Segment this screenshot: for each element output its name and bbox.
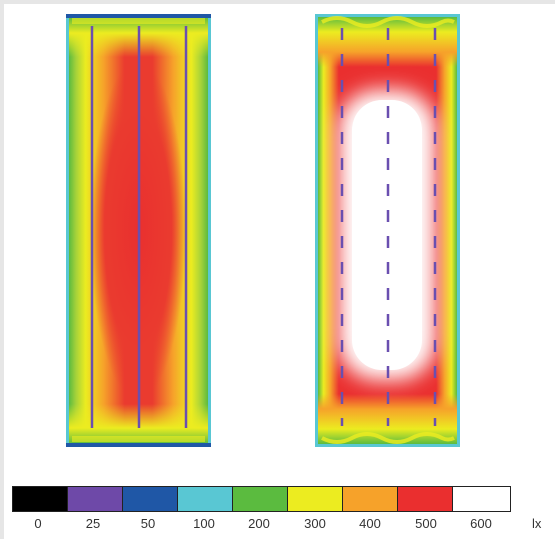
legend-swatch-3: [177, 486, 233, 512]
legend-swatch-1: [67, 486, 123, 512]
legend-label-6: 400: [359, 516, 381, 531]
legend-unit-label: lx: [532, 516, 542, 531]
top-border: [0, 0, 555, 4]
legend-label-2: 50: [140, 516, 156, 531]
legend-label-3: 100: [193, 516, 215, 531]
legend-swatch-8: [452, 486, 511, 512]
legend-swatch-7: [397, 486, 453, 512]
illuminance-maps: [66, 14, 460, 447]
legend-swatch-6: [342, 486, 398, 512]
left-border: [0, 0, 4, 539]
legend-swatch-5: [287, 486, 343, 512]
legend-label-1: 25: [85, 516, 101, 531]
legend-swatch-2: [122, 486, 178, 512]
legend-label-4: 200: [248, 516, 270, 531]
legend-label-7: 500: [415, 516, 437, 531]
room-right-map: [315, 14, 460, 447]
legend-swatch-0: [12, 486, 68, 512]
legend-swatch-4: [232, 486, 288, 512]
legend-label-5: 300: [304, 516, 326, 531]
room-left-map: [66, 14, 211, 447]
legend-label-8: 600: [470, 516, 492, 531]
legend-label-0: 0: [34, 516, 42, 531]
